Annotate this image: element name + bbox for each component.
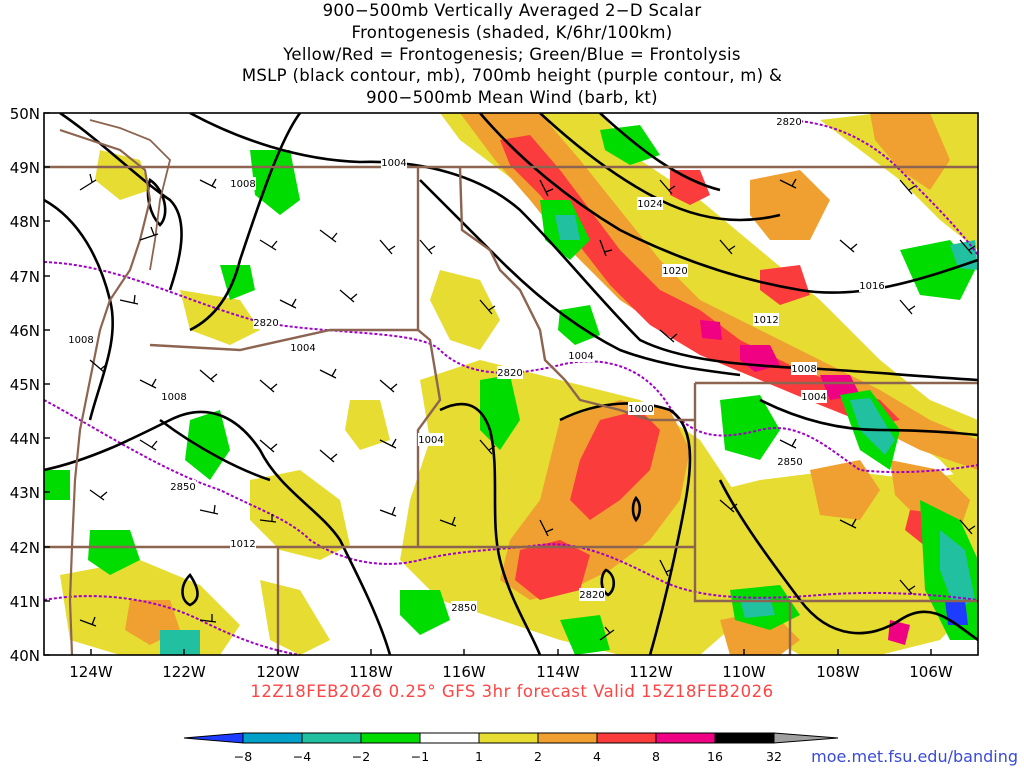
mslp-label: 1004 bbox=[290, 343, 315, 354]
lon-label: 124W bbox=[69, 663, 113, 681]
colorbar-label: −2 bbox=[352, 749, 370, 764]
lat-label: 42N bbox=[10, 539, 40, 557]
lon-label: 106W bbox=[909, 663, 953, 681]
political-borders bbox=[44, 119, 978, 656]
title-line-5: 900−500mb Mean Wind (barb, kt) bbox=[366, 88, 658, 108]
colorbar-swatch-black bbox=[714, 732, 775, 744]
colorbar-label: 2 bbox=[534, 749, 542, 764]
colorbar-swatch-white bbox=[419, 732, 480, 744]
height-label: 2850 bbox=[777, 457, 802, 468]
title-line-1: 900−500mb Vertically Averaged 2−D Scalar bbox=[322, 1, 702, 20]
colorbar-swatch-gray bbox=[773, 732, 839, 744]
lat-label: 50N bbox=[10, 105, 40, 123]
colorbar-label: 4 bbox=[593, 749, 601, 764]
mslp-label: 1012 bbox=[753, 315, 778, 326]
mslp-label: 1020 bbox=[662, 266, 687, 277]
height-label: 2850 bbox=[170, 482, 195, 493]
lat-label: 40N bbox=[10, 647, 40, 665]
lon-label: 110W bbox=[722, 663, 766, 681]
colorbar-label: 32 bbox=[766, 749, 782, 764]
source-credit: moe.met.fsu.edu/banding bbox=[811, 747, 1018, 766]
colorbar-swatch-magenta bbox=[655, 732, 716, 744]
mslp-label: 1004 bbox=[568, 351, 593, 362]
colorbar-label: 1 bbox=[475, 749, 483, 764]
lon-label: 108W bbox=[816, 663, 860, 681]
lon-label: 118W bbox=[349, 663, 393, 681]
map-title: 900−500mb Vertically Averaged 2−D Scalar… bbox=[0, 0, 1024, 109]
longitude-axis: 124W 122W 120W 118W 116W 114W 112W 110W … bbox=[69, 649, 953, 681]
lat-label: 45N bbox=[10, 376, 40, 394]
forecast-valid-time: 12Z18FEB2026 0.25° GFS 3hr forecast Vali… bbox=[250, 682, 774, 701]
height-label: 2820 bbox=[579, 590, 604, 601]
colorbar-swatch-cyan bbox=[242, 732, 303, 744]
mslp-label: 1008 bbox=[161, 392, 186, 403]
colorbar-swatch-green bbox=[360, 732, 421, 744]
latitude-axis: 40N 41N 42N 43N 44N 45N 46N 47N 48N 49N … bbox=[10, 105, 50, 665]
title-line-2: Frontogenesis (shaded, K/6hr/100km) bbox=[351, 22, 673, 42]
mslp-label: 1012 bbox=[230, 539, 255, 550]
colorbar-label: 16 bbox=[707, 749, 723, 764]
lat-label: 43N bbox=[10, 484, 40, 502]
lon-label: 116W bbox=[442, 663, 486, 681]
colorbar-swatch-blue bbox=[183, 732, 244, 744]
title-line-3: Yellow/Red = Frontogenesis; Green/Blue =… bbox=[283, 44, 741, 64]
mslp-label: 1004 bbox=[801, 392, 826, 403]
height-label: 2850 bbox=[451, 603, 476, 614]
title-line-4: MSLP (black contour, mb), 700mb height (… bbox=[241, 66, 783, 86]
lat-label: 47N bbox=[10, 268, 40, 286]
height-label: 2820 bbox=[253, 318, 278, 329]
colorbar-swatch-yellow bbox=[478, 732, 539, 744]
lat-label: 46N bbox=[10, 322, 40, 340]
lon-label: 114W bbox=[536, 663, 580, 681]
colorbar-label: −1 bbox=[411, 749, 429, 764]
lat-label: 41N bbox=[10, 593, 40, 611]
height-label: 2820 bbox=[776, 117, 801, 128]
mslp-label: 1016 bbox=[859, 281, 884, 292]
lat-label: 49N bbox=[10, 159, 40, 177]
colorbar-swatch-teal bbox=[301, 732, 362, 744]
mslp-label: 1004 bbox=[381, 158, 406, 169]
mslp-label: 1000 bbox=[628, 404, 653, 415]
lat-label: 44N bbox=[10, 430, 40, 448]
colorbar-swatch-orange bbox=[537, 732, 598, 744]
mslp-label: 1008 bbox=[791, 364, 816, 375]
lon-label: 122W bbox=[162, 663, 206, 681]
lon-label: 120W bbox=[256, 663, 300, 681]
mslp-label: 1004 bbox=[418, 435, 443, 446]
contour-labels: 1004 1008 1024 1020 1016 1012 1004 1008 … bbox=[68, 115, 885, 614]
mslp-label: 1008 bbox=[230, 179, 255, 190]
lon-label: 112W bbox=[629, 663, 673, 681]
colorbar-swatch-red bbox=[596, 732, 657, 744]
colorbar-label: −4 bbox=[293, 749, 311, 764]
colorbar: −8 −4 −2 −1 1 2 4 8 16 32 bbox=[183, 732, 839, 764]
mslp-label: 1024 bbox=[637, 199, 662, 210]
colorbar-label: 8 bbox=[652, 749, 660, 764]
mslp-label: 1008 bbox=[68, 335, 93, 346]
lat-label: 48N bbox=[10, 213, 40, 231]
height-label: 2820 bbox=[497, 368, 522, 379]
wind-barbs bbox=[79, 173, 976, 641]
colorbar-label: −8 bbox=[234, 749, 252, 764]
